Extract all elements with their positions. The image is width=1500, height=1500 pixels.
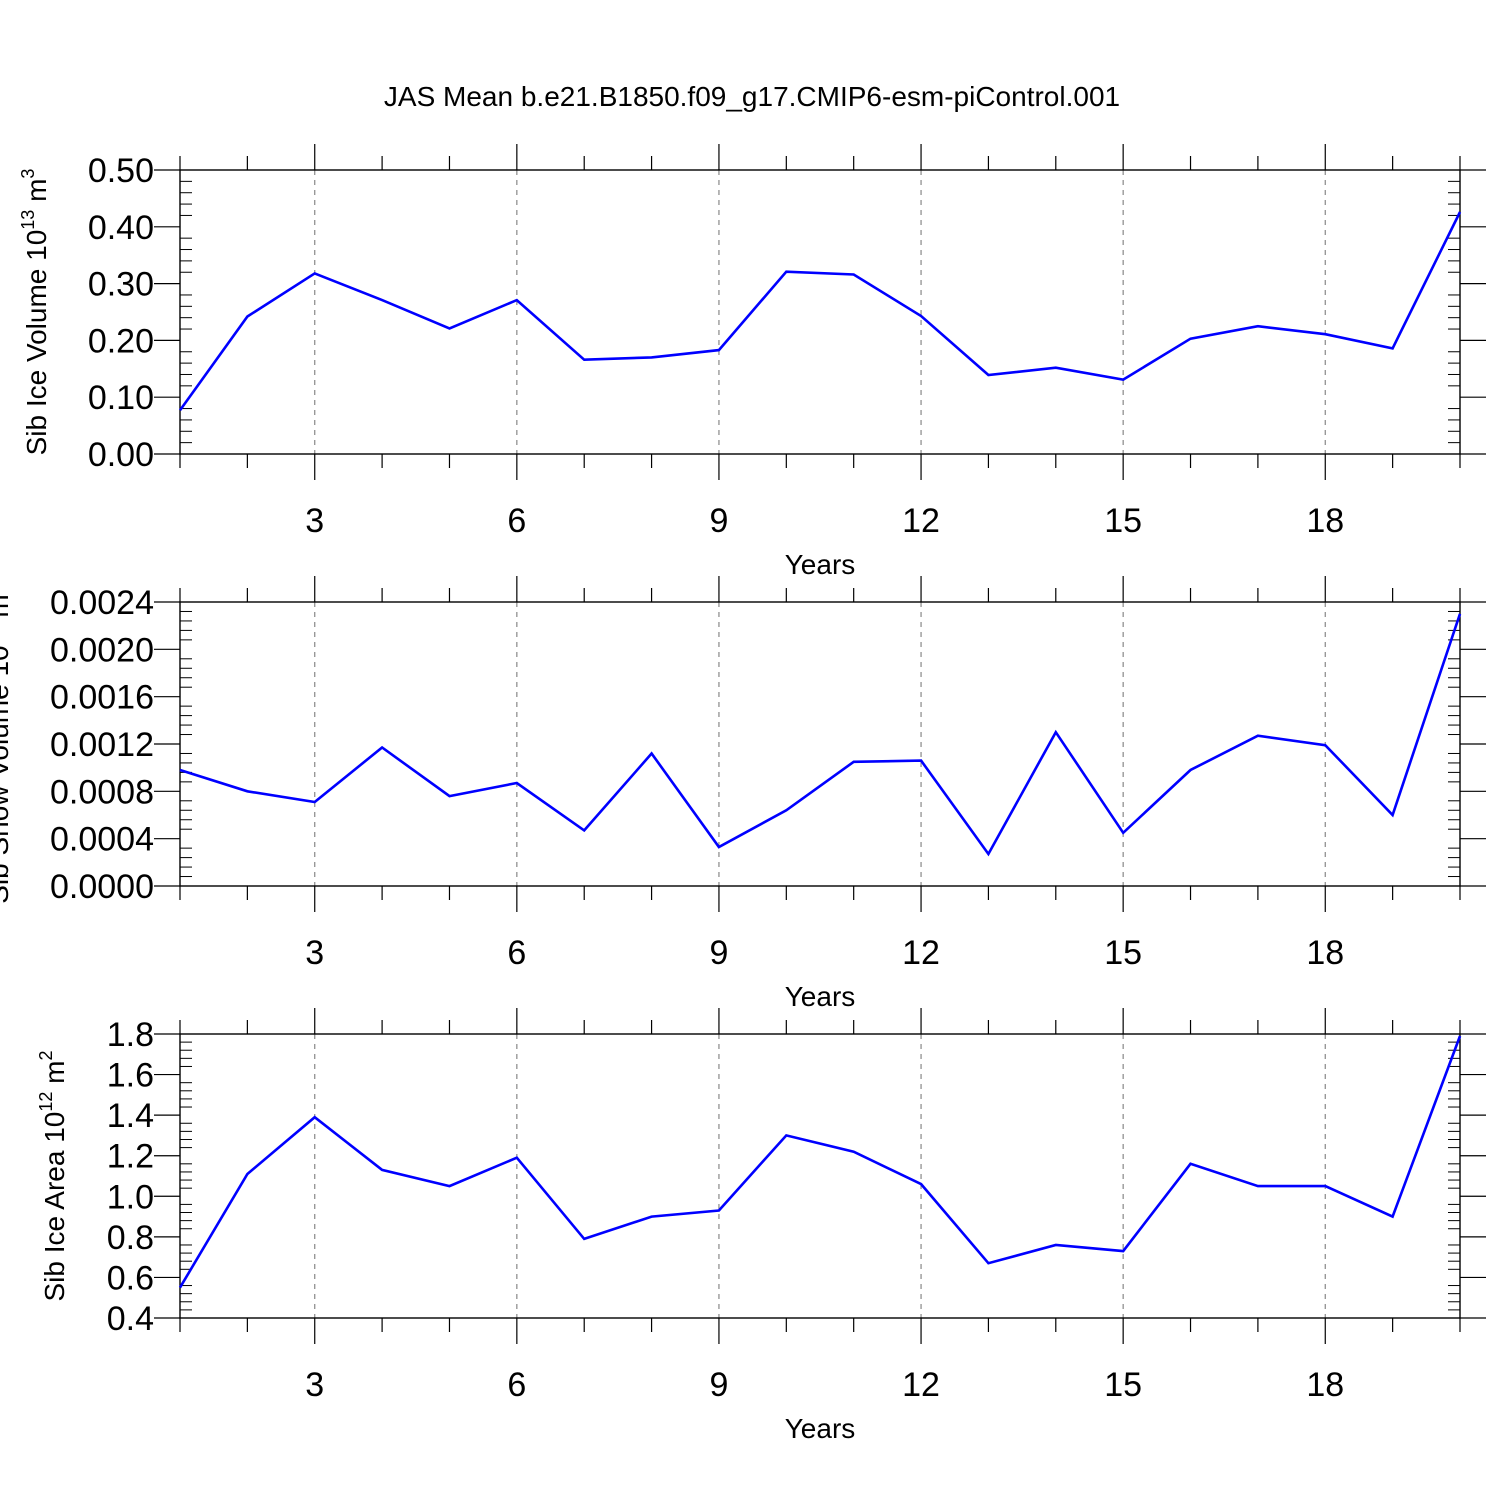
plot-frame: [179, 1033, 1461, 1319]
plot-frame: [179, 169, 1461, 455]
y-tick-label: 0.0008: [50, 773, 154, 811]
x-axis-label: Years: [785, 1413, 856, 1444]
y-axis-label: Sib Snow Volume 1013 m3: [0, 584, 14, 904]
series-line: [178, 211, 1462, 412]
x-tick-label: 12: [902, 934, 940, 972]
y-tick-label: 0.20: [88, 322, 154, 360]
x-tick-label: 15: [1104, 934, 1142, 972]
y-tick-label: 1.4: [107, 1097, 154, 1135]
y-tick-label: 0.10: [88, 379, 154, 417]
y-tick-label: 0.0012: [50, 726, 154, 764]
x-tick-label: 18: [1306, 502, 1344, 540]
x-tick-label: 18: [1306, 1366, 1344, 1404]
x-tick-label: 15: [1104, 1366, 1142, 1404]
y-tick-label: 1.6: [107, 1057, 154, 1095]
y-tick-label: 0.50: [88, 152, 154, 190]
y-tick-label: 0.30: [88, 266, 154, 304]
x-tick-label: 12: [902, 502, 940, 540]
y-tick-label: 1.2: [107, 1138, 154, 1176]
y-tick-label: 0.0016: [50, 679, 154, 717]
x-tick-label: 3: [305, 1366, 324, 1404]
plot-frame: [179, 601, 1461, 887]
x-tick-label: 6: [507, 1366, 526, 1404]
y-axis-label: Sib Ice Volume 1013 m3: [18, 169, 52, 456]
y-tick-label: 0.00: [88, 436, 154, 474]
y-tick-label: 1.8: [107, 1016, 154, 1054]
panel-2: 3 6 9 12 15 18 0.0000 0.0004 0.0008 0.0012 0.0016 0…: [0, 576, 1486, 1012]
x-tick-label: 15: [1104, 502, 1142, 540]
y-tick-label: 0.0024: [50, 584, 154, 622]
x-tick-label: 3: [305, 502, 324, 540]
x-axis-label: Years: [785, 549, 856, 580]
x-tick-label: 12: [902, 1366, 940, 1404]
x-tick-label: 6: [507, 502, 526, 540]
x-tick-label: 6: [507, 934, 526, 972]
y-tick-label: 0.6: [107, 1259, 154, 1297]
y-tick-label: 0.0004: [50, 821, 154, 859]
y-tick-label: 0.0020: [50, 631, 154, 669]
y-axis-label: Sib Ice Area 1012 m2: [36, 1050, 70, 1301]
x-tick-label: 9: [709, 502, 728, 540]
x-tick-label: 9: [709, 1366, 728, 1404]
series-line: [179, 613, 1462, 857]
y-tick-label: 0.40: [88, 209, 154, 247]
panel-3: 3 6 9 12 15 18 0.40.60.81.01.21.41.61.8 Years Si…: [36, 1008, 1486, 1444]
panel-1: 3 6 9 12 15 18 0.00 0.10 0.20 0.30 0.40 0.50 Years Si…: [18, 144, 1486, 580]
series-line: [178, 1035, 1462, 1289]
y-tick-label: 0.8: [107, 1219, 154, 1257]
y-tick-label: 1.0: [107, 1178, 154, 1216]
x-tick-label: 3: [305, 934, 324, 972]
x-axis-label: Years: [785, 981, 856, 1012]
y-tick-label: 0.4: [107, 1300, 154, 1338]
x-tick-label: 18: [1306, 934, 1344, 972]
y-tick-label: 0.0000: [50, 868, 154, 906]
figure-title: JAS Mean b.e21.B1850.f09_g17.CMIP6-esm-p…: [384, 81, 1120, 112]
x-tick-label: 9: [709, 934, 728, 972]
panels: 3 6 9 12 15 18 0.00 0.10 0.20 0.30 0.40 0.50 Years Si…: [0, 144, 1486, 1444]
